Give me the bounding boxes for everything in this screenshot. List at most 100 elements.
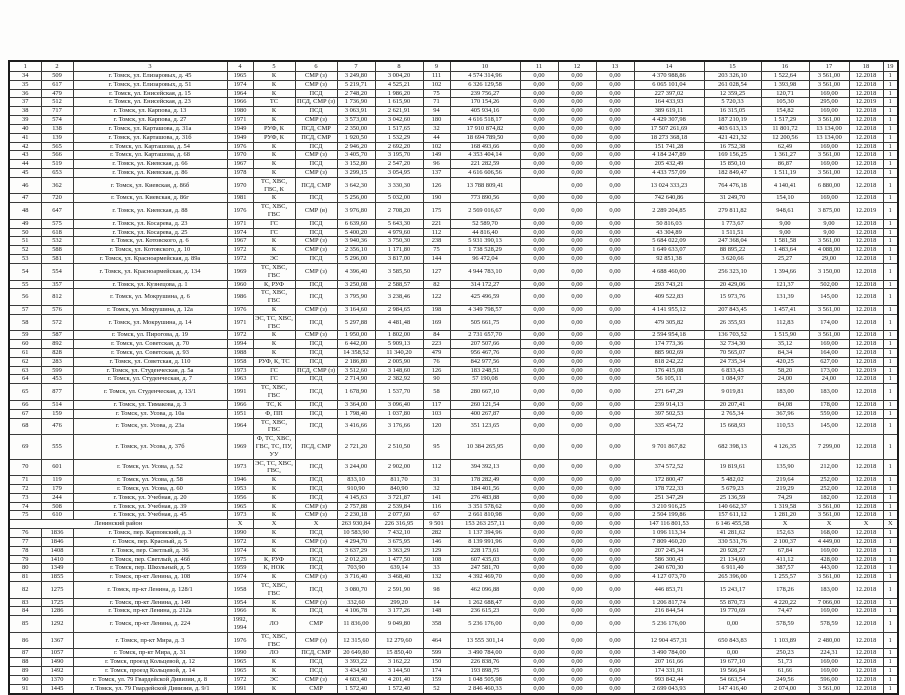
- table-cell: 212,00: [808, 458, 850, 477]
- table-cell: 135,90: [760, 458, 810, 477]
- table-cell: г. Томск, ул. Киевская, д. 88: [72, 202, 228, 220]
- table-cell: 3 144,50: [374, 666, 424, 676]
- table-cell: 86: [8, 631, 42, 650]
- table-row: 54 554 г. Томск, ул. Красноармейская, д. 1…: [8, 262, 899, 281]
- table-cell: К: [252, 510, 296, 521]
- table-cell: 12.2018: [848, 339, 884, 349]
- table-cell: 78: [8, 545, 42, 556]
- table-cell: г. Томск, ул. Усова, д. 60: [72, 484, 228, 494]
- table-cell: 1 394,66: [760, 262, 810, 281]
- table-cell: 2 692,20: [374, 141, 424, 152]
- table-cell: 0,00: [595, 510, 635, 521]
- table-cell: 178 282,49: [449, 475, 521, 485]
- table-cell: 1951: [226, 408, 254, 419]
- table-cell: ПСД, СМР: [294, 434, 338, 460]
- table-cell: 169,00: [808, 545, 850, 556]
- table-cell: 1: [882, 492, 899, 503]
- table-cell: 50: [8, 227, 42, 238]
- table-cell: 3 176,66: [374, 417, 424, 436]
- table-cell: 428,00: [808, 554, 850, 565]
- table-cell: 198: [422, 304, 451, 315]
- table-cell: 0,00: [519, 674, 559, 685]
- table-cell: 15 850,10: [703, 159, 762, 169]
- column-number-row: 1 2 3 4 5 6 7 8 9 10 11 12 13 14 15 16 17 18 19: [8, 60, 899, 72]
- table-cell: 84: [8, 606, 42, 617]
- table-cell: 1972: [226, 245, 254, 256]
- table-cell: 88: [8, 657, 42, 668]
- table-cell: 1: [882, 554, 899, 565]
- table-cell: 207 507,66: [449, 339, 521, 349]
- table-cell: г. Томск, ул. Енисейская, д. 15: [72, 88, 228, 99]
- table-cell: 0,00: [519, 97, 559, 108]
- table-header: 1 2 3 4 5 6 7 8 9 10 11 12 13 14 15 16 17 18 19: [8, 60, 899, 72]
- table-cell: СМР (з): [294, 572, 338, 582]
- table-cell: 174,00: [808, 313, 850, 332]
- table-cell: 4 525,21: [374, 79, 424, 90]
- column-header: 17: [808, 60, 850, 72]
- table-cell: 0,00: [557, 408, 597, 419]
- table-cell: 293 743,21: [633, 279, 705, 290]
- table-cell: г. Томск, пр-кт Мира, д. 31: [72, 648, 228, 659]
- table-cell: 1: [882, 245, 899, 256]
- table-cell: г. Томск, ул. Киевская, д. 66: [72, 159, 228, 169]
- table-cell: 1 522,64: [760, 71, 810, 81]
- table-cell: 146: [422, 536, 451, 547]
- table-cell: 4 449,00: [808, 536, 850, 547]
- table-cell: 617: [40, 79, 74, 90]
- table-cell: 1972: [226, 254, 254, 264]
- table-cell: 0,00: [595, 648, 635, 659]
- table-cell: 374 572,52: [633, 458, 705, 477]
- table-cell: 1: [882, 97, 899, 108]
- table-cell: 479: [40, 88, 74, 99]
- table-row: 35 617 г. Томск, ул. Елизаровых, д. 51 1974…: [8, 79, 899, 90]
- table-cell: 0,00: [557, 501, 597, 512]
- table-cell: 282: [422, 528, 451, 538]
- table-cell: 207 843,45: [703, 304, 762, 315]
- table-cell: 394 392,13: [449, 458, 521, 477]
- table-cell: 1 037,80: [374, 408, 424, 419]
- table-cell: 1: [882, 683, 899, 695]
- table-cell: 12.2018: [848, 458, 884, 477]
- table-cell: 1: [882, 150, 899, 161]
- table-cell: 182,00: [808, 492, 850, 503]
- table-cell: ПСД: [294, 545, 338, 556]
- table-cell: 0,00: [595, 159, 635, 169]
- table-cell: 1 678,90: [336, 383, 376, 401]
- table-cell: 15 850,40: [374, 648, 424, 659]
- table-cell: 159: [40, 408, 74, 419]
- table-cell: 0,00: [519, 123, 559, 134]
- table-cell: 1: [882, 528, 899, 538]
- table-cell: 12.2018: [848, 356, 884, 367]
- table-cell: 4 106,78: [336, 606, 376, 617]
- table-cell: 2 699 043,93: [633, 683, 705, 695]
- table-cell: 0,00: [519, 631, 559, 650]
- table-cell: 247 368,04: [703, 236, 762, 247]
- table-row: 90 1370 г. Томск, ул. 79 Гвардейской Дивиз…: [8, 674, 899, 685]
- table-cell: 1967: [226, 159, 254, 169]
- table-cell: г. Томск, ул. Тимакова, д. 3: [72, 399, 228, 410]
- table-cell: 35: [8, 79, 42, 90]
- table-cell: 1 581,58: [760, 236, 810, 247]
- table-cell: 88 895,22: [703, 245, 762, 256]
- table-cell: 0,00: [595, 475, 635, 485]
- table-cell: ПСД: [294, 580, 338, 599]
- table-cell: 0,00: [595, 193, 635, 204]
- table-cell: 2 100,37: [760, 536, 810, 547]
- table-cell: 102: [422, 79, 451, 90]
- table-row: 67 159 г. Томск, ул. Усова, д. 10а 1951 Ф, П…: [8, 408, 899, 419]
- table-cell: г. Томск, ул. Киевская, д. 86: [72, 167, 228, 178]
- table-cell: 129: [422, 545, 451, 556]
- table-cell: 12.2018: [848, 304, 884, 315]
- table-cell: 164,00: [808, 348, 850, 358]
- table-cell: 0,00: [557, 115, 597, 125]
- table-cell: 0,00: [595, 666, 635, 676]
- table-cell: 3 162,22: [374, 657, 424, 668]
- table-cell: 358: [422, 615, 451, 633]
- table-cell: г. Томск, ул. Усова, д. 10а: [72, 408, 228, 419]
- table-cell: 1974: [226, 227, 254, 238]
- table-cell: г. Томск, ул. Косарева, д. 25: [72, 227, 228, 238]
- table-cell: 1445: [40, 683, 74, 695]
- table-cell: 1 048 505,98: [449, 674, 521, 685]
- table-cell: СМР (з): [294, 510, 338, 521]
- table-cell: 1: [882, 132, 899, 143]
